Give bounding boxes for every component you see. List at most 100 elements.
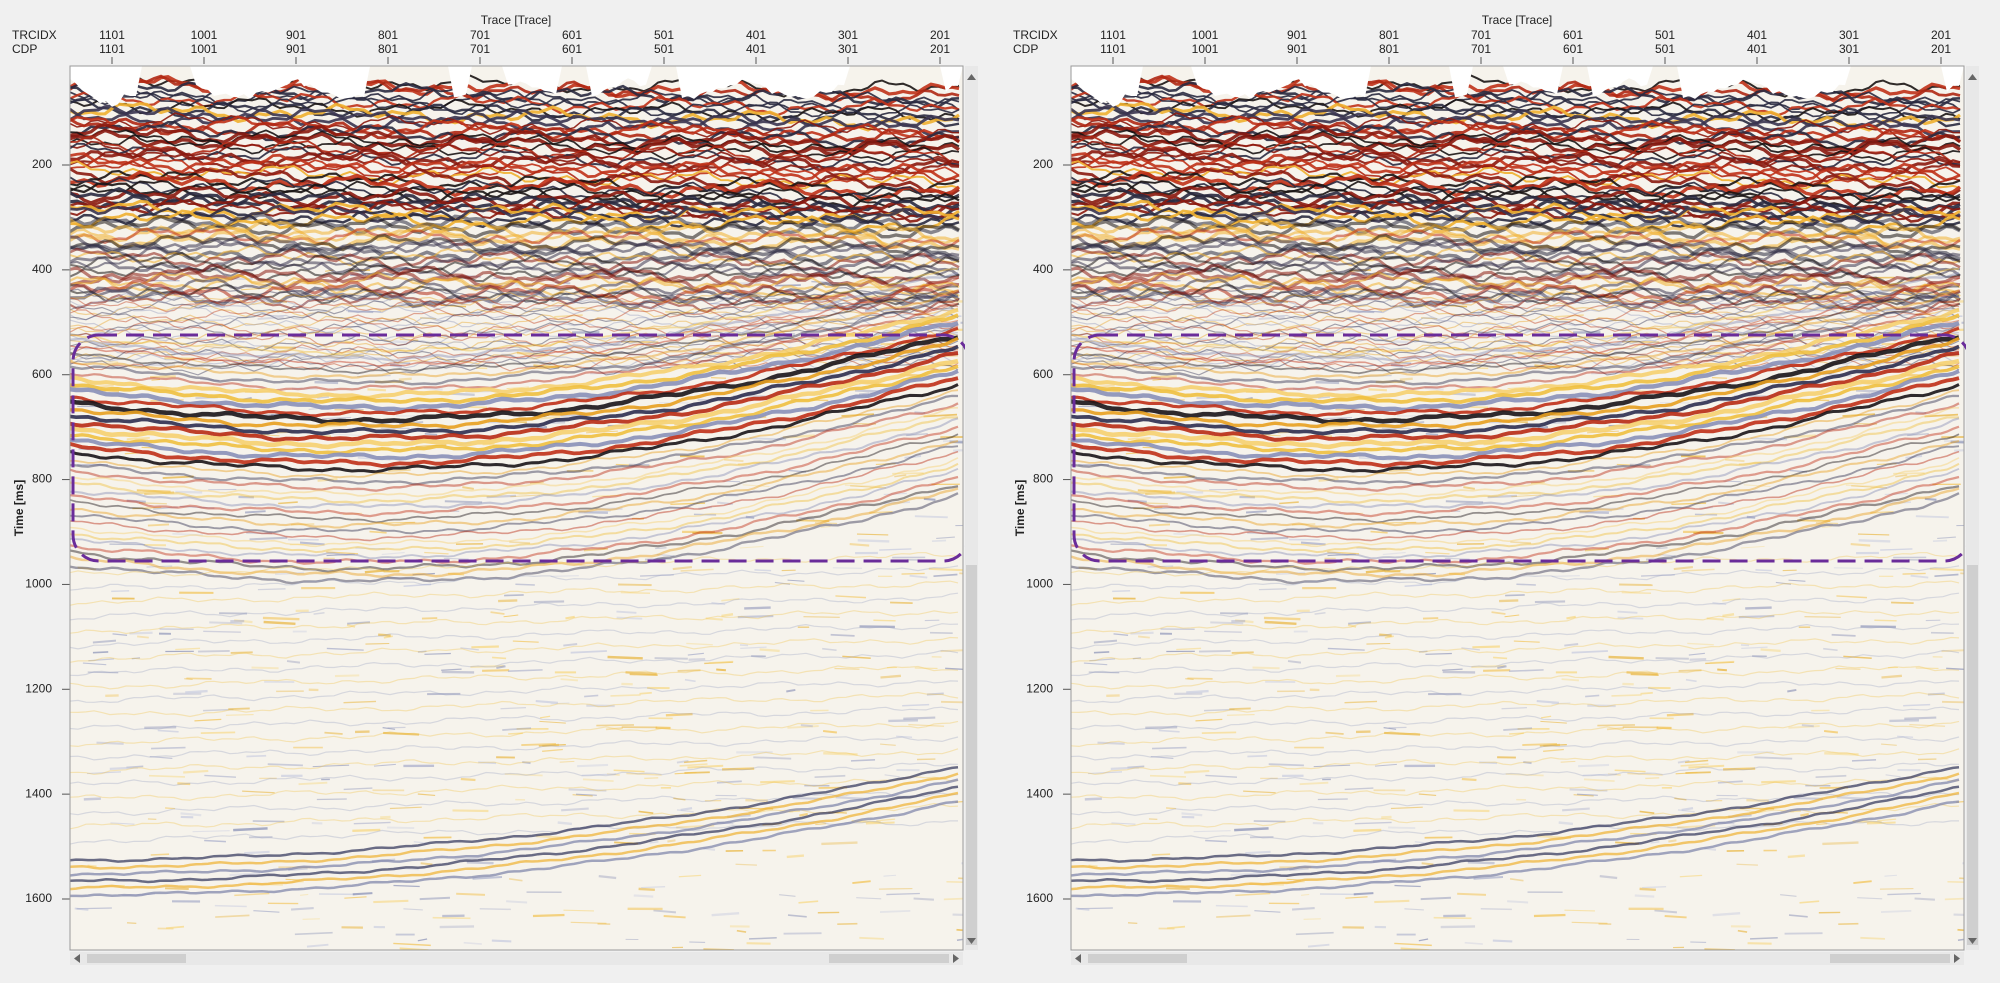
scroll-up-arrow[interactable] — [1968, 74, 1977, 80]
seismic-reflector — [1071, 344, 1960, 436]
seismic-texture — [87, 864, 97, 868]
vertical-scroll-thumb[interactable] — [966, 565, 977, 945]
seismic-texture — [515, 583, 535, 586]
seismic-texture — [857, 539, 890, 543]
horizontal-scrollbar[interactable] — [70, 952, 963, 965]
image-border — [1070, 65, 1965, 951]
seismic-texture — [1093, 651, 1110, 654]
seismic-texture — [560, 414, 586, 417]
x-tick-label: 801 — [378, 28, 398, 42]
horizontal-scrollbar[interactable] — [1071, 952, 1964, 965]
horizontal-scroll-thumb[interactable] — [829, 954, 949, 963]
seismic-texture — [1275, 571, 1306, 576]
scroll-down-arrow[interactable] — [1968, 938, 1977, 944]
seismic-texture — [596, 724, 634, 727]
seismic-reflector — [70, 271, 959, 363]
seismic-texture — [613, 769, 645, 773]
seismic-reflector — [70, 150, 960, 178]
seismic-texture — [687, 764, 724, 769]
seismic-texture — [344, 340, 354, 344]
seismic-texture — [393, 361, 411, 365]
seismic-texture — [506, 900, 528, 904]
seismic-texture — [244, 850, 270, 855]
seismic-texture — [440, 304, 467, 308]
seismic-texture — [850, 485, 887, 489]
scroll-right-arrow[interactable] — [1954, 954, 1960, 963]
seismic-texture — [246, 754, 267, 758]
seismic-texture — [1467, 861, 1495, 865]
seismic-reflector — [70, 467, 959, 560]
seismic-texture — [184, 678, 193, 680]
scroll-down-arrow[interactable] — [967, 938, 976, 944]
seismic-reflector — [1071, 313, 1960, 404]
seismic-reflector — [70, 778, 959, 877]
seismic-texture — [1445, 500, 1484, 504]
seismic-reflector — [1071, 425, 1960, 518]
seismic-texture — [859, 936, 884, 940]
seismic-texture — [1348, 621, 1372, 625]
seismic-texture — [821, 841, 858, 846]
seismic-texture — [1895, 474, 1908, 478]
seismic-texture — [1461, 647, 1480, 651]
seismic-reflector — [1071, 720, 1960, 748]
seismic-texture — [345, 310, 382, 313]
seismic-texture — [890, 601, 913, 605]
seismic-texture — [146, 565, 173, 568]
seismic-texture — [1685, 678, 1697, 683]
seismic-reflector — [70, 445, 959, 535]
horizontal-scroll-thumb[interactable] — [1088, 954, 1187, 963]
seismic-reflector — [1071, 623, 1960, 650]
seismic-reflector — [1071, 445, 1960, 535]
seismic-reflector — [1071, 237, 1961, 262]
seismic-texture — [324, 731, 343, 735]
scroll-up-arrow[interactable] — [967, 74, 976, 80]
scroll-right-arrow[interactable] — [953, 954, 959, 963]
seismic-texture — [1564, 909, 1595, 912]
seismic-texture — [1480, 907, 1512, 911]
seismic-texture — [1516, 583, 1536, 586]
seismic-texture — [1149, 774, 1187, 778]
seismic-texture — [684, 678, 696, 683]
seismic-texture — [1927, 692, 1945, 696]
seismic-texture — [557, 821, 573, 826]
seismic-texture — [1088, 864, 1098, 868]
seismic-texture — [1383, 726, 1397, 730]
seismic-texture — [1788, 579, 1806, 582]
seismic-texture — [1390, 363, 1403, 368]
seismic-texture — [880, 743, 896, 746]
seismic-texture — [711, 912, 740, 917]
seismic-texture — [1382, 521, 1417, 524]
seismic-texture — [584, 694, 599, 698]
seismic-reflector — [70, 450, 959, 542]
seismic-texture — [1885, 774, 1901, 778]
seismic-texture — [616, 610, 637, 614]
seismic-texture — [1158, 729, 1180, 733]
horizontal-scroll-thumb[interactable] — [87, 954, 186, 963]
seismic-texture — [1215, 904, 1248, 908]
seismic-texture — [688, 658, 706, 661]
seismic-texture — [1619, 583, 1653, 587]
seismic-texture — [198, 649, 230, 653]
seismic-reflector — [70, 358, 959, 450]
vertical-scroll-thumb[interactable] — [1967, 565, 1978, 945]
x-tick-label: 1101 — [1100, 42, 1126, 56]
seismic-reflector — [1071, 649, 1960, 677]
seismic-texture — [1522, 742, 1557, 746]
seismic-texture — [1924, 497, 1937, 501]
highlight-region — [71, 333, 971, 563]
x-tick-label: 301 — [1839, 42, 1859, 56]
seismic-texture — [1932, 539, 1948, 543]
seismic-texture — [153, 506, 178, 510]
seismic-texture — [1639, 810, 1655, 815]
seismic-reflector — [1071, 706, 1960, 731]
seismic-texture — [1181, 812, 1203, 817]
seismic-texture — [542, 748, 563, 752]
seismic-texture — [570, 650, 607, 654]
seismic-texture — [616, 616, 643, 620]
seismic-texture — [1139, 502, 1168, 505]
scroll-left-arrow[interactable] — [74, 954, 80, 963]
seismic-texture — [687, 652, 704, 656]
horizontal-scroll-thumb[interactable] — [1830, 954, 1950, 963]
scroll-left-arrow[interactable] — [1075, 954, 1081, 963]
seismic-texture — [1722, 598, 1741, 602]
